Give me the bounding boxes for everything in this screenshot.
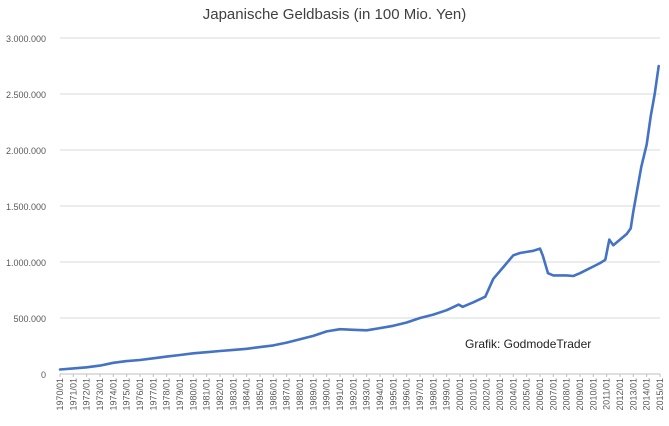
x-tick-label: 1985/01	[255, 378, 265, 411]
x-tick-label: 2001/01	[468, 378, 478, 411]
source-annotation: Grafik: GodmodeTrader	[465, 337, 592, 351]
x-tick-label: 2011/01	[602, 378, 612, 410]
x-tick-label: 1974/01	[108, 378, 118, 411]
x-tick-label: 1983/01	[228, 378, 238, 411]
x-tick-label: 1987/01	[282, 378, 292, 411]
x-tick-label: 1996/01	[402, 378, 412, 411]
x-tick-label: 1991/01	[335, 378, 345, 411]
x-tick-label: 1980/01	[188, 378, 198, 411]
x-tick-label: 1990/01	[322, 378, 332, 411]
x-tick-label: 1984/01	[242, 378, 252, 411]
x-tick-label: 2013/01	[628, 378, 638, 411]
x-tick-label: 1981/01	[202, 378, 212, 411]
x-tick-label: 1999/01	[442, 378, 452, 411]
x-tick-label: 1972/01	[82, 378, 92, 411]
y-tick-label: 2.000.000	[6, 146, 46, 156]
x-tick-label: 2015/01	[655, 378, 665, 411]
x-tick-label: 1993/01	[362, 378, 372, 411]
x-tick-label: 1997/01	[415, 378, 425, 411]
x-tick-label: 2014/01	[642, 378, 652, 411]
x-tick-label: 1977/01	[148, 378, 158, 411]
x-tick-label: 2007/01	[548, 378, 558, 411]
x-tick-label: 2008/01	[562, 378, 572, 411]
y-tick-label: 2.500.000	[6, 90, 46, 100]
y-tick-label: 1.000.000	[6, 258, 46, 268]
series-line	[58, 64, 660, 371]
x-tick-label: 2005/01	[522, 378, 532, 411]
x-tick-label: 2009/01	[575, 378, 585, 411]
x-tick-label: 1971/01	[68, 378, 78, 411]
x-tick-label: 2003/01	[495, 378, 505, 411]
y-tick-label: 3.000.000	[6, 34, 46, 44]
x-tick-label: 1982/01	[215, 378, 225, 411]
x-tick-label: 1976/01	[135, 378, 145, 411]
chart-title: Japanische Geldbasis (in 100 Mio. Yen)	[202, 6, 467, 23]
x-tick-label: 1978/01	[162, 378, 172, 411]
x-tick-label: 1992/01	[348, 378, 358, 411]
y-tick-label: 500.000	[13, 314, 46, 324]
x-tick-label: 2006/01	[535, 378, 545, 411]
x-tick-label: 2002/01	[482, 378, 492, 411]
x-tick-label: 1979/01	[175, 378, 185, 411]
x-tick-label: 1995/01	[388, 378, 398, 411]
x-tick-label: 2000/01	[455, 378, 465, 411]
x-tick-label: 1988/01	[295, 378, 305, 411]
x-tick-label: 2004/01	[508, 378, 518, 411]
x-tick-label: 1970/01	[55, 378, 65, 411]
x-tick-label: 1986/01	[268, 378, 278, 411]
y-tick-label: 1.500.000	[6, 202, 46, 212]
x-tick-label: 1994/01	[375, 378, 385, 411]
x-tick-label: 1989/01	[308, 378, 318, 411]
x-tick-label: 2010/01	[588, 378, 598, 411]
x-tick-label: 1973/01	[95, 378, 105, 411]
x-tick-label: 2012/01	[615, 378, 625, 411]
x-tick-label: 1998/01	[428, 378, 438, 411]
y-tick-label: 0	[41, 370, 46, 380]
x-tick-label: 1975/01	[122, 378, 132, 411]
